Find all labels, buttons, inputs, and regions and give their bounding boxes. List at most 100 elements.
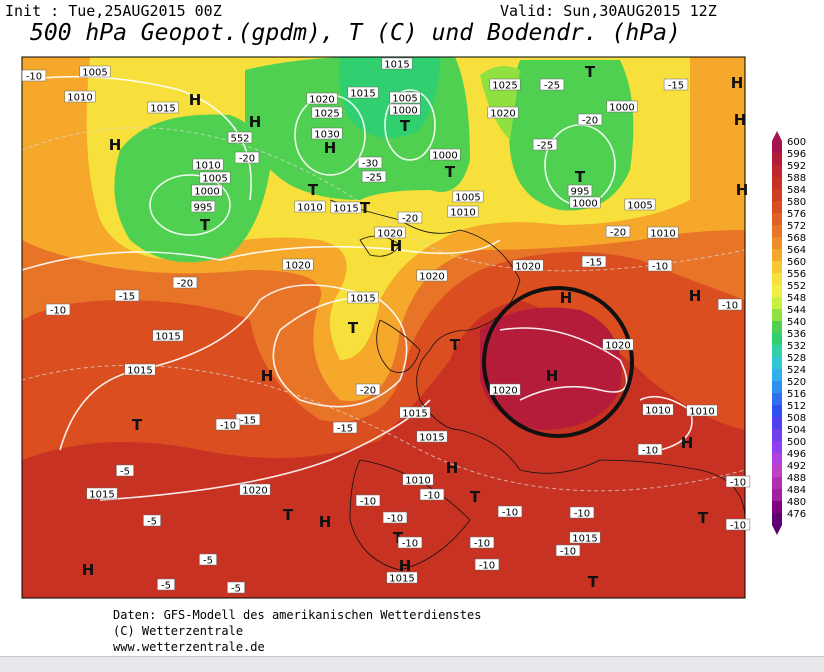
contour-label: 1015 — [127, 366, 152, 377]
pressure-center: H — [390, 237, 403, 255]
contour-label: -5 — [147, 517, 157, 528]
legend-label: 496 — [787, 449, 806, 460]
contour-label: 1020 — [377, 229, 402, 240]
label-box — [355, 494, 381, 507]
label-box — [116, 464, 134, 477]
contour-label: -15 — [337, 424, 353, 435]
legend-swatch — [772, 381, 782, 393]
label-box — [227, 581, 245, 594]
contour-label: 1005 — [82, 68, 107, 79]
contour-label: 1020 — [309, 95, 334, 106]
contour-label: 1010 — [67, 93, 92, 104]
legend-swatch — [772, 417, 782, 429]
pressure-center: T — [400, 117, 411, 135]
copyright: (C) Wetterzentrale — [113, 624, 244, 638]
contour-label: 1015 — [419, 433, 444, 444]
pressure-center: H — [261, 367, 274, 385]
pressure-center: H — [734, 111, 747, 129]
legend-label: 528 — [787, 353, 806, 364]
contour-label: 1005 — [455, 193, 480, 204]
contour-label: -15 — [119, 292, 135, 303]
legend-label: 560 — [787, 257, 806, 268]
contour-label: -10 — [474, 539, 490, 550]
pressure-center: H — [189, 91, 202, 109]
legend-swatch — [772, 465, 782, 477]
pressure-center: H — [560, 289, 573, 307]
contour-label: 1015 — [350, 89, 375, 100]
label-box — [330, 201, 362, 214]
contour-label: 1010 — [650, 229, 675, 240]
pressure-center: T — [698, 509, 709, 527]
label-box — [239, 483, 271, 496]
label-box — [487, 106, 519, 119]
contour-label: 1025 — [492, 81, 517, 92]
label-box — [569, 196, 601, 209]
label-box — [79, 65, 111, 78]
map-title: 500 hPa Geopot.(gpdm), T (C) und Bodendr… — [30, 20, 681, 46]
legend-swatch — [772, 453, 782, 465]
label-box — [386, 571, 418, 584]
contour-label: 1005 — [392, 94, 417, 105]
contour-label: -10 — [387, 514, 403, 525]
label-box — [147, 101, 179, 114]
label-box — [489, 383, 521, 396]
pressure-center: H — [731, 74, 744, 92]
contour-label: 1010 — [297, 203, 322, 214]
contour-label: -15 — [240, 416, 256, 427]
contour-label: -30 — [362, 159, 378, 170]
label-box — [124, 363, 156, 376]
label-box — [642, 403, 674, 416]
contour-label: 1000 — [572, 199, 597, 210]
pressure-center: H — [399, 557, 412, 575]
source-note: Daten: GFS-Modell des amerikanischen Wet… — [113, 608, 482, 622]
label-box — [605, 225, 631, 238]
legend-label: 540 — [787, 317, 806, 328]
legend-swatch — [772, 285, 782, 297]
legend-swatch — [772, 249, 782, 261]
legend-label: 588 — [787, 173, 806, 184]
legend-swatch — [772, 513, 782, 525]
label-box — [172, 276, 198, 289]
label-box — [347, 86, 379, 99]
contour-label: 1005 — [627, 201, 652, 212]
label-box — [191, 184, 223, 197]
pressure-center: H — [689, 287, 702, 305]
label-box — [190, 200, 216, 213]
legend-swatch — [772, 309, 782, 321]
label-box — [569, 506, 595, 519]
label-box — [555, 544, 581, 557]
contour-label: 1015 — [384, 60, 409, 71]
legend-label: 584 — [787, 185, 806, 196]
legend-label: 476 — [787, 509, 806, 520]
pressure-center: T — [470, 488, 481, 506]
label-box — [357, 156, 383, 169]
label-box — [532, 138, 558, 151]
label-box — [447, 205, 479, 218]
label-box — [397, 536, 423, 549]
label-box — [382, 511, 408, 524]
legend-swatch — [772, 321, 782, 333]
label-box — [399, 406, 431, 419]
contour-label: -10 — [220, 421, 236, 432]
contour-label: 1020 — [419, 272, 444, 283]
label-box — [402, 473, 434, 486]
pressure-center: T — [585, 63, 596, 81]
legend-swatch — [772, 141, 782, 153]
contour-label: -5 — [120, 467, 130, 478]
color-legend: 6005965925885845805765725685645605565525… — [772, 131, 806, 535]
label-box — [577, 113, 603, 126]
legend-label: 572 — [787, 221, 806, 232]
contour-label: 1020 — [285, 261, 310, 272]
label-box — [389, 103, 421, 116]
contour-label: -15 — [668, 81, 684, 92]
legend-arrow-bottom — [772, 525, 782, 535]
legend-swatch — [772, 477, 782, 489]
label-box — [397, 211, 423, 224]
contour-label: -20 — [177, 279, 193, 290]
valid-time: Valid: Sun,30AUG2015 12Z — [500, 2, 717, 20]
contour-label: 552 — [230, 134, 249, 145]
label-box — [602, 338, 634, 351]
contour-label: -10 — [26, 72, 42, 83]
label-box — [569, 531, 601, 544]
